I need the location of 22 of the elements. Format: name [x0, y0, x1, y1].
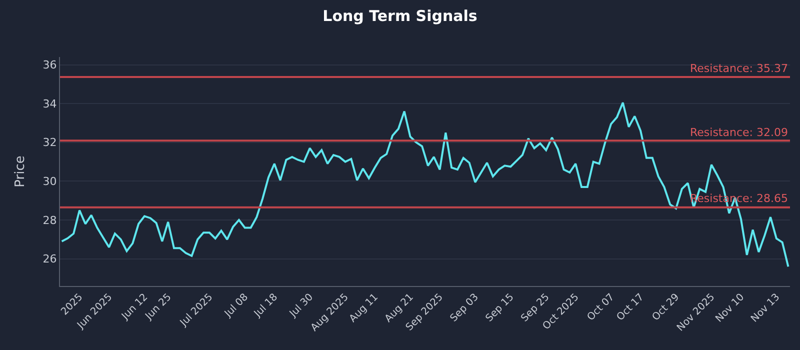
x-tick-label: Oct 29	[650, 292, 682, 324]
x-tick-label: Aug 11	[348, 292, 380, 325]
y-tick-label: 26	[42, 252, 57, 266]
x-tick-label: Nov 10	[714, 292, 747, 325]
x-tick-label: Jul 30	[287, 292, 316, 320]
ref-line-label: Resistance: 35.37	[690, 62, 788, 75]
x-tick-label: Jul 18	[252, 292, 280, 320]
y-tick-label: 36	[42, 58, 57, 72]
y-axis-title: Price	[13, 156, 28, 188]
x-tick-label: Sep 03	[448, 292, 481, 324]
ref-line-label: Resistance: 32.09	[690, 126, 788, 139]
line-series	[60, 102, 790, 268]
y-tick-label: 28	[42, 214, 57, 227]
chart-title: Long Term Signals	[322, 7, 478, 25]
x-tick-label: Oct 07	[585, 292, 617, 324]
x-tick-label: Jul 08	[222, 292, 251, 320]
x-tick-label: Sep 15	[484, 292, 516, 324]
y-tick-label: 32	[42, 136, 57, 150]
y-tick-label: 34	[42, 97, 57, 110]
x-tick-label: Nov 13	[749, 292, 782, 325]
x-tick-label: Oct 17	[614, 292, 646, 324]
y-tick-label: 30	[42, 175, 57, 188]
